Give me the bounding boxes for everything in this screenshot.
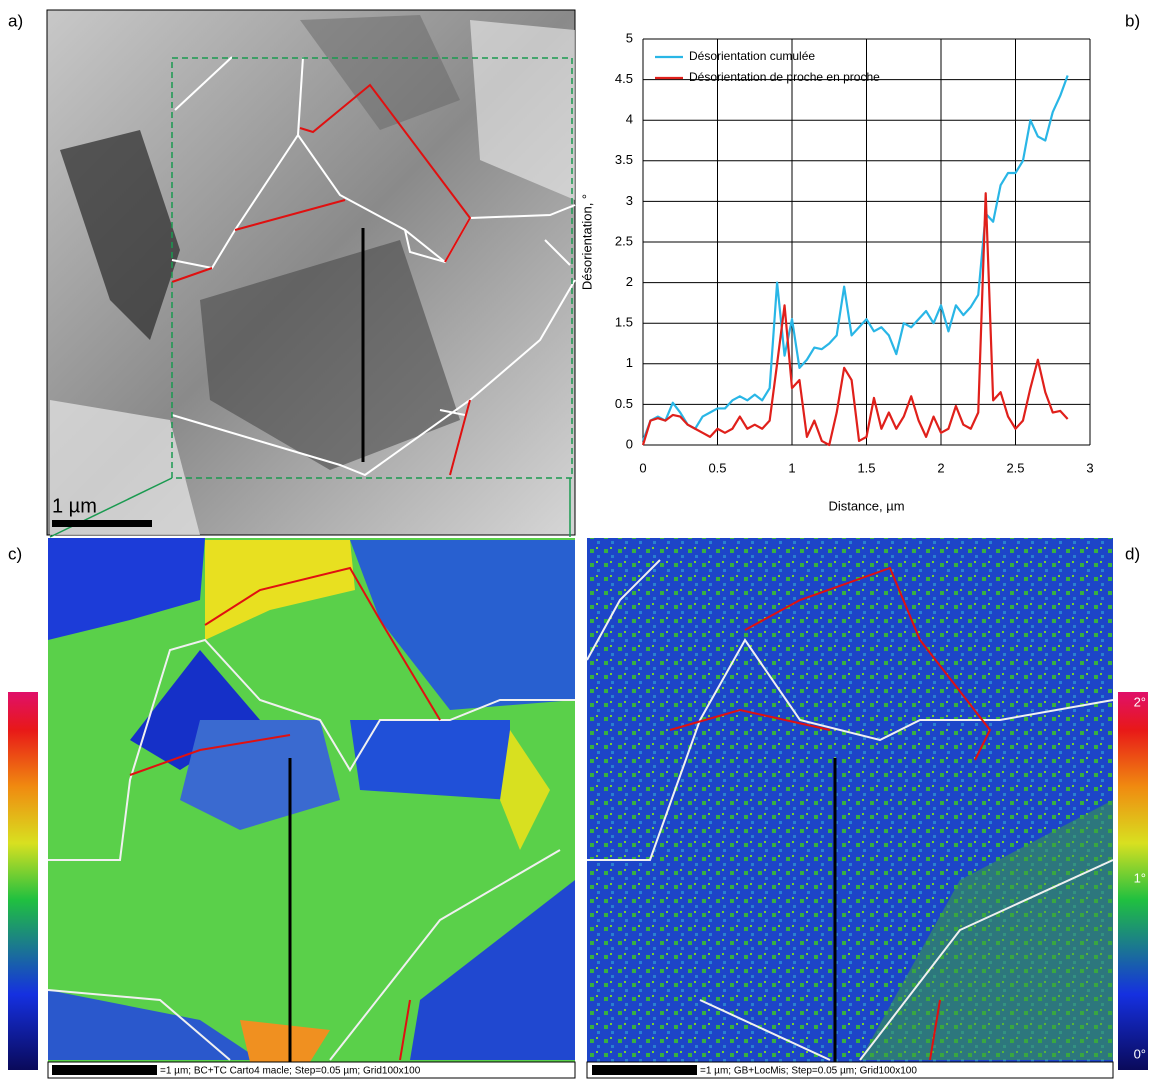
map-caption: =1 µm; BC+TC Carto4 macle; Step=0.05 µm;… <box>160 1066 421 1077</box>
series-line <box>641 75 1069 442</box>
x-tick-label: 1 <box>788 460 795 475</box>
y-tick-label: 4 <box>626 112 633 127</box>
colorbar <box>8 692 38 1070</box>
legend-label: Désorientation de proche en proche <box>689 70 880 84</box>
line-chart: 0 0.5 1 1.5 2 2.5 3 3.5 4 4.5 5 0 0.5 1 1.5 2 2.5 3 Distan… <box>579 30 1093 513</box>
y-axis-label: Désorientation, ° <box>579 194 594 290</box>
colorbar-label: 2° <box>1134 694 1146 709</box>
y-tick-label: 2 <box>626 274 633 289</box>
misorientation-map: =1 µm; BC+TC Carto4 macle; Step=0.05 µm;… <box>47 538 576 1079</box>
y-tick-label: 3 <box>626 193 633 208</box>
y-tick-label: 2.5 <box>615 233 633 248</box>
legend-label: Désorientation cumulée <box>689 49 815 63</box>
panel-label: d) <box>1125 544 1140 563</box>
y-tick-label: 0 <box>626 436 633 451</box>
x-tick-label: 2.5 <box>1006 460 1024 475</box>
colorbar-label: 0° <box>1134 1046 1146 1061</box>
colorbar-label: 0° <box>0 1046 4 1061</box>
micrograph: 1 µm <box>46 9 576 538</box>
x-axis-label: Distance, µm <box>828 498 904 513</box>
series-line <box>641 192 1069 447</box>
x-tick-label: 1.5 <box>857 460 875 475</box>
y-tick-label: 5 <box>626 30 633 45</box>
panel-label: b) <box>1125 11 1140 30</box>
scale-bar-label: 1 µm <box>52 495 97 517</box>
x-tick-label: 0 <box>639 460 646 475</box>
y-tick-label: 3.5 <box>615 152 633 167</box>
x-tick-label: 0.5 <box>708 460 726 475</box>
map-caption: =1 µm; GB+LocMis; Step=0.05 µm; Grid100x… <box>700 1066 917 1077</box>
panel-label: c) <box>8 544 22 563</box>
legend: Désorientation cumulée Désorientation de … <box>655 49 880 84</box>
y-tick-label: 1.5 <box>615 315 633 330</box>
y-tick-label: 1 <box>626 355 633 370</box>
colorbar-label: 1° <box>1134 870 1146 885</box>
y-tick-label: 0.5 <box>615 396 633 411</box>
y-tick-label: 4.5 <box>615 71 633 86</box>
x-tick-label: 2 <box>937 460 944 475</box>
colorbar <box>1118 692 1148 1070</box>
colorbar-label: 2.5° <box>0 870 4 885</box>
colorbar-label: 5° <box>0 694 4 709</box>
panel-label: a) <box>8 11 23 30</box>
x-tick-label: 3 <box>1086 460 1093 475</box>
local-misorientation-map: =1 µm; GB+LocMis; Step=0.05 µm; Grid100x… <box>586 538 1114 1079</box>
